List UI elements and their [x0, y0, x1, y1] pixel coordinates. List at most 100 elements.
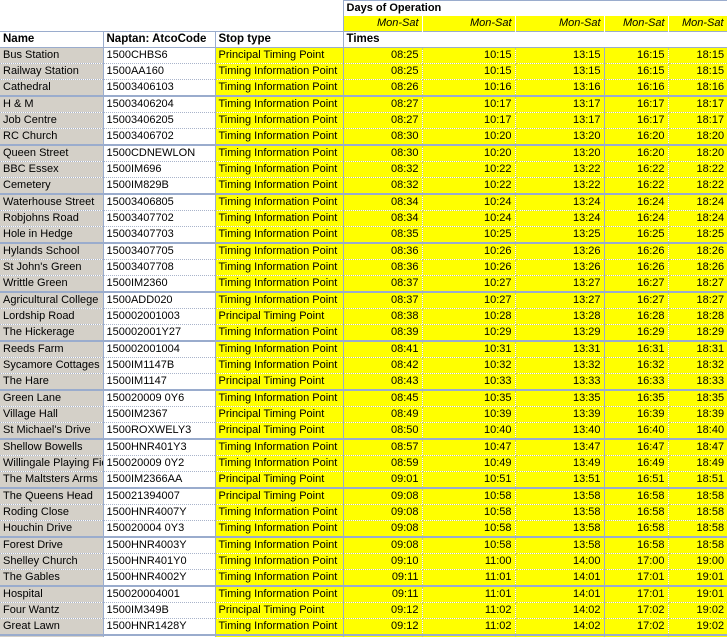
time-cell: 10:39	[422, 406, 516, 423]
stop-name-cell: Writtle Green	[0, 275, 104, 293]
days-value-3: Mon-Sat	[514, 16, 605, 32]
time-cell: 08:36	[343, 259, 423, 276]
time-cell: 09:08	[343, 520, 423, 538]
time-cell: 13:47	[515, 439, 605, 456]
table-row[interactable]: H & M 15003406204 Timing Information Point…	[0, 96, 727, 113]
stop-name-cell: Sycamore Cottages	[0, 357, 104, 374]
atco-code-cell: 1500ADD020	[103, 292, 216, 309]
table-row[interactable]: Hylands School 15003407705 Timing Informat…	[0, 243, 727, 260]
table-row[interactable]: BBC Essex 1500IM696 Timing Information Poi…	[0, 161, 727, 178]
time-cell: 13:25	[515, 226, 605, 244]
column-header-times: Times	[343, 31, 727, 48]
table-row[interactable]: Houchin Drive 150020004 0Y3 Timing Informa…	[0, 520, 727, 538]
table-row[interactable]: Cathedral 15003406103 Timing Information P…	[0, 79, 727, 97]
time-cell: 13:28	[515, 308, 605, 325]
time-cell: 18:27	[668, 292, 727, 309]
table-row[interactable]: The Hare 1500IM1147 Principal Timing Point…	[0, 373, 727, 391]
time-cell: 13:33	[515, 373, 605, 391]
table-row[interactable]: Job Centre 15003406205 Timing Information …	[0, 112, 727, 129]
time-cell: 18:17	[668, 96, 727, 113]
time-cell: 10:31	[422, 341, 516, 358]
time-cell: 10:22	[422, 177, 516, 195]
table-row[interactable]: Robjohns Road 15003407702 Timing Informati…	[0, 210, 727, 227]
days-of-operation-label: Days of Operation	[342, 0, 727, 16]
stop-name-cell: Houchin Drive	[0, 520, 104, 538]
atco-code-cell: 1500IM829B	[103, 177, 216, 195]
stop-name-cell: Railway Station	[0, 63, 104, 80]
table-row[interactable]: Ongar Station150021013003Timing Informat…	[0, 635, 727, 637]
time-cell: 10:58	[422, 488, 516, 505]
stop-type-cell: Principal Timing Point	[215, 422, 344, 440]
time-cell: 10:40	[422, 422, 516, 440]
time-cell: 13:58	[515, 537, 605, 554]
time-cell: 08:25	[343, 47, 423, 64]
atco-code-cell: 1500IM2367	[103, 406, 216, 423]
table-row[interactable]: Queen Street 1500CDNEWLON Timing Informati…	[0, 145, 727, 162]
stop-name-cell: Village Hall	[0, 406, 104, 423]
table-row[interactable]: Bus Station 1500CHBS6 Principal Timing Poi…	[0, 47, 727, 64]
table-row[interactable]: Shelley Church 1500HNR401Y0 Timing Informa…	[0, 553, 727, 570]
time-cell: 08:39	[343, 324, 423, 342]
time-cell: 18:17	[668, 112, 727, 129]
table-row[interactable]: Lordship Road 150002001003 Principal Timin…	[0, 308, 727, 325]
atco-code-cell: 150020009 0Y6	[103, 390, 216, 407]
table-row[interactable]: Roding Close 1500HNR4007Y Timing Informati…	[0, 504, 727, 521]
time-cell: 18:24	[668, 210, 727, 227]
table-row[interactable]: The Gables 1500HNR4002Y Timing Information…	[0, 569, 727, 587]
table-row[interactable]: St Michael's Drive 1500ROXWELY3 Principal …	[0, 422, 727, 440]
time-cell: 08:32	[343, 161, 423, 178]
table-row[interactable]: Railway Station 1500AA160 Timing Informati…	[0, 63, 727, 80]
time-cell: 13:27	[515, 275, 605, 293]
atco-code-cell: 150002001004	[103, 341, 216, 358]
time-cell: 10:16	[422, 79, 516, 97]
table-row[interactable]: Green Lane 150020009 0Y6 Timing Informatio…	[0, 390, 727, 407]
table-row[interactable]: Reeds Farm 150002001004 Timing Information…	[0, 341, 727, 358]
table-row[interactable]: Forest Drive 1500HNR4003Y Timing Informati…	[0, 537, 727, 554]
time-cell: 18:28	[668, 308, 727, 325]
time-cell: 18:27	[668, 275, 727, 293]
time-cell: 18:33	[668, 373, 727, 391]
table-row[interactable]: St John's Green 15003407708 Timing Informa…	[0, 259, 727, 276]
atco-code-cell: 1500HNR401Y0	[103, 553, 216, 570]
stop-type-cell: Timing Information Point	[215, 210, 344, 227]
time-cell: 10:17	[422, 96, 516, 113]
atco-code-cell: 1500HNR401Y3	[103, 439, 216, 456]
stop-name-cell: BBC Essex	[0, 161, 104, 178]
atco-code-cell: 1500IM1147	[103, 373, 216, 391]
stop-type-cell: Timing Information Point	[215, 112, 344, 129]
table-row[interactable]: The Hickerage 150002001Y27 Timing Informat…	[0, 324, 727, 342]
table-row[interactable]: The Maltsters Arms 1500IM2366AA Principal …	[0, 471, 727, 489]
time-cell: 16:58	[604, 537, 669, 554]
time-cell: 08:57	[343, 439, 423, 456]
table-row[interactable]: Writtle Green 1500IM2360 Timing Informatio…	[0, 275, 727, 293]
atco-code-cell: 1500IM2360	[103, 275, 216, 293]
table-row[interactable]: Cemetery 1500IM829B Timing Information Poi…	[0, 177, 727, 195]
time-cell: 19:01	[668, 586, 727, 603]
atco-code-cell: 15003406205	[103, 112, 216, 129]
time-cell: 10:33	[422, 373, 516, 391]
time-cell: 08:35	[343, 226, 423, 244]
atco-code-cell: 1500IM2366AA	[103, 471, 216, 489]
atco-code-cell: 1500ROXWELY3	[103, 422, 216, 440]
time-cell: 10:58	[422, 537, 516, 554]
table-row[interactable]: Hole in Hedge 15003407703 Timing Informati…	[0, 226, 727, 244]
table-row[interactable]: Village Hall 1500IM2367 Principal Timing P…	[0, 406, 727, 423]
table-row[interactable]: The Queens Head 150021394007 Principal Tim…	[0, 488, 727, 505]
table-row[interactable]: Waterhouse Street 15003406805 Timing Infor…	[0, 194, 727, 211]
time-cell: 18:29	[668, 324, 727, 342]
atco-code-cell: 15003407708	[103, 259, 216, 276]
table-row[interactable]: Agricultural College 1500ADD020 Timing Inf…	[0, 292, 727, 309]
table-row[interactable]: Sycamore Cottages 1500IM1147B Timing Infor…	[0, 357, 727, 374]
table-row[interactable]: Four Wantz 1500IM349B Principal Timing Poi…	[0, 602, 727, 619]
table-row[interactable]: Hospital 150020004001 Timing Information P…	[0, 586, 727, 603]
table-row[interactable]: Shellow Bowells 1500HNR401Y3 Timing Inform…	[0, 439, 727, 456]
table-row[interactable]: RC Church 15003406702 Timing Information P…	[0, 128, 727, 146]
time-cell: 08:59	[343, 455, 423, 472]
atco-code-cell: 1500CHBS6	[103, 47, 216, 64]
table-row[interactable]: Willingale Playing Field150020009 0Y2Tim…	[0, 455, 727, 472]
stop-name-cell: Shelley Church	[0, 553, 104, 570]
time-cell: 13:17	[515, 112, 605, 129]
time-cell: 16:58	[604, 520, 669, 538]
days-value-5: Mon-Sat	[667, 16, 727, 32]
table-row[interactable]: Great Lawn 1500HNR1428Y Timing Information…	[0, 618, 727, 636]
